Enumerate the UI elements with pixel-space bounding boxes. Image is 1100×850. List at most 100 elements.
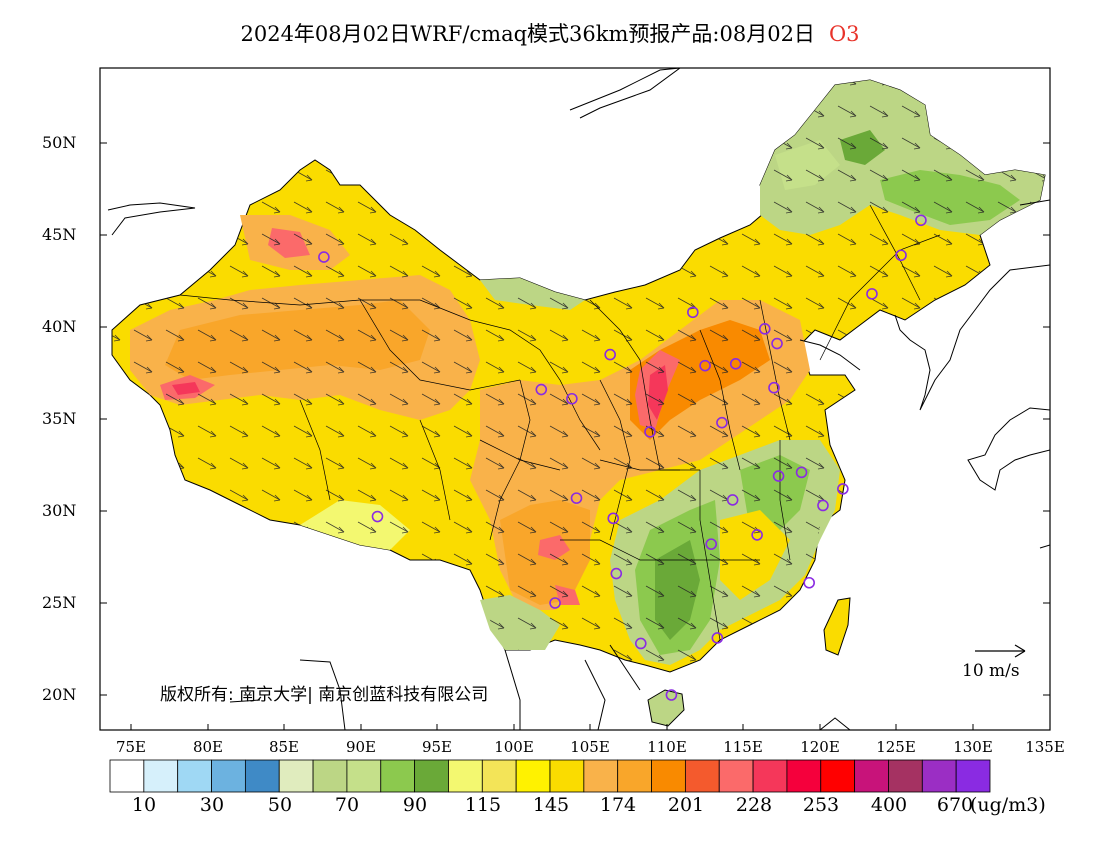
lon-label: 90E (345, 738, 377, 756)
legend-label: 400 (870, 794, 908, 816)
legend-swatch (515, 759, 551, 793)
legend-swatch (786, 759, 822, 793)
legend-swatch (109, 759, 145, 793)
lon-label: 110E (647, 738, 687, 756)
lon-label: 125E (876, 738, 916, 756)
station-marker (318, 251, 330, 263)
legend-label: 253 (802, 794, 840, 816)
legend-swatch (617, 759, 652, 793)
station-marker (837, 483, 849, 495)
lat-label: 35N (42, 409, 77, 428)
lat-label: 50N (42, 133, 77, 152)
legend-label: 50 (267, 794, 293, 816)
legend-swatch (955, 759, 991, 793)
legend-label: 90 (402, 794, 428, 816)
legend-swatch (752, 759, 788, 793)
legend-swatch (651, 759, 686, 793)
station-marker (768, 381, 780, 394)
species-label: O3 (828, 22, 860, 46)
lon-label: 120E (800, 738, 840, 756)
legend-label: 115 (464, 794, 502, 816)
station-marker (705, 538, 718, 550)
station-marker (549, 597, 561, 609)
lon-label: 85E (268, 738, 300, 756)
legend-swatch (684, 759, 720, 793)
station-marker (371, 510, 384, 523)
station-marker (711, 632, 724, 644)
station-marker (665, 689, 678, 701)
station-marker (644, 426, 656, 438)
legend-swatch (278, 759, 314, 793)
wind-scale-arrow (975, 644, 1026, 658)
legend-swatch (583, 759, 619, 793)
station-marker (535, 383, 548, 396)
legend-swatch (143, 759, 179, 793)
lat-label: 25N (42, 593, 77, 612)
legend-swatch (244, 759, 280, 793)
legend-swatch (380, 759, 416, 793)
legend-swatch (448, 759, 483, 793)
monitoring-stations (318, 214, 927, 701)
station-marker (803, 576, 815, 589)
lon-label: 100E (494, 738, 534, 756)
color-legend (109, 759, 991, 793)
station-marker (687, 306, 699, 319)
station-marker (566, 392, 578, 405)
legend-label: 10 (131, 794, 157, 816)
station-marker (751, 529, 763, 541)
wind-scale-label: 10 m/s (962, 661, 1020, 681)
station-marker (795, 466, 808, 479)
lon-label: 115E (723, 738, 763, 756)
legend-label: 174 (599, 794, 637, 816)
legend-swatch (414, 759, 449, 793)
legend-label: 70 (334, 794, 360, 816)
legend-swatch (211, 759, 246, 793)
station-marker (699, 359, 711, 372)
legend-label: 30 (199, 794, 225, 816)
legend-swatch (481, 759, 517, 793)
station-marker (915, 214, 927, 227)
station-marker (817, 499, 829, 512)
station-marker (726, 494, 739, 506)
lon-label: 130E (953, 738, 993, 756)
legend-label: 228 (735, 794, 773, 816)
legend-unit: (ug/m3) (970, 794, 1046, 816)
station-marker (895, 249, 907, 262)
legend-swatch (820, 759, 856, 793)
legend-label: 670 (936, 794, 974, 816)
legend-swatch (921, 759, 957, 793)
lat-label: 30N (42, 501, 77, 520)
legend-label: 201 (667, 794, 705, 816)
legend-label: 145 (532, 794, 570, 816)
lon-label: 135E (1025, 738, 1065, 756)
station-marker (604, 348, 616, 361)
legend-swatch (854, 759, 889, 793)
copyright-text: 版权所有: 南京大学| 南京创蓝科技有限公司 (160, 685, 489, 705)
legend-swatch (718, 759, 754, 793)
station-marker (607, 512, 620, 525)
legend-swatch (312, 759, 348, 793)
station-marker (772, 470, 785, 482)
lat-label: 20N (42, 685, 77, 704)
station-marker (570, 492, 583, 504)
map-frame (99, 67, 1051, 731)
legend-swatch (549, 759, 585, 793)
station-marker (758, 323, 771, 335)
lon-label: 75E (115, 738, 147, 756)
taiwan-island (823, 597, 851, 656)
map-title: 2024年08月02日WRF/cmaq模式36km预报产品:08月02日 O3 (240, 22, 860, 46)
station-marker (610, 567, 623, 580)
station-marker (634, 637, 647, 650)
legend-swatch (346, 759, 382, 793)
lat-label: 40N (42, 317, 77, 336)
station-marker (771, 337, 783, 350)
station-marker (716, 416, 728, 429)
lat-label: 45N (42, 225, 77, 244)
lon-label: 80E (192, 738, 224, 756)
station-marker (866, 288, 878, 300)
lon-label: 95E (421, 738, 453, 756)
legend-swatch (888, 759, 923, 793)
lon-label: 105E (570, 738, 610, 756)
legend-swatch (177, 759, 212, 793)
